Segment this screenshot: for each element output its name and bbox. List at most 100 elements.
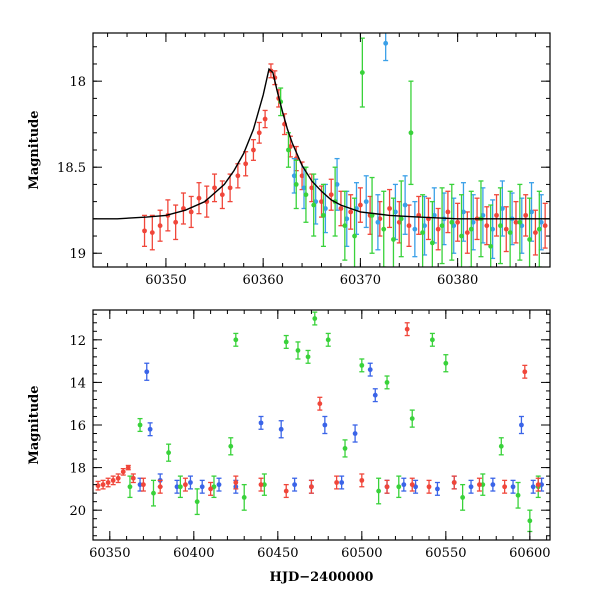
bottom-y-tick-label: 12 (69, 334, 86, 349)
top-data-point (523, 212, 529, 218)
bottom-data-point (312, 316, 318, 321)
top-data-point (196, 195, 202, 201)
bottom-data-point (451, 480, 457, 485)
bottom-data-point (309, 484, 314, 490)
bottom-data-point (515, 492, 521, 498)
top-data-point (212, 185, 217, 191)
bottom-data-point (233, 480, 239, 485)
top-data-point (406, 223, 412, 229)
bottom-data-point (183, 482, 188, 488)
top-data-point (328, 192, 334, 198)
bottom-data-point (401, 482, 407, 488)
bottom-data-point (510, 484, 516, 490)
top-y-tick-label: 19 (69, 247, 86, 262)
top-data-point (256, 130, 262, 136)
bottom-data-point (317, 401, 323, 407)
top-x-tick-label: 60370 (340, 273, 381, 288)
top-data-point (533, 230, 538, 235)
bottom-y-axis-title: Magnitude (27, 385, 42, 464)
top-data-point (286, 147, 291, 153)
top-data-point (431, 212, 437, 218)
top-data-point (484, 223, 490, 229)
bottom-y-tick-label: 14 (69, 376, 86, 391)
bottom-data-point (105, 480, 111, 485)
bottom-data-point (429, 337, 435, 343)
top-data-point (381, 226, 387, 232)
bottom-data-point (283, 488, 289, 494)
bottom-data-point (426, 484, 432, 490)
bottom-data-point (174, 484, 180, 490)
bottom-data-point (527, 518, 533, 524)
bottom-data-point (166, 450, 172, 456)
top-data-point (529, 209, 534, 215)
bottom-data-point (208, 486, 214, 492)
bottom-data-point (151, 490, 156, 496)
bottom-data-point (147, 426, 153, 432)
top-data-point (420, 230, 426, 235)
bottom-data-point (110, 477, 116, 483)
bottom-data-point (283, 339, 289, 345)
bottom-data-point (384, 484, 390, 490)
top-data-point (157, 223, 163, 229)
bottom-data-point (359, 362, 365, 368)
top-data-point (299, 173, 305, 179)
top-data-point (348, 209, 354, 215)
bottom-data-point (480, 482, 486, 488)
top-data-point (227, 185, 233, 191)
top-data-point (357, 202, 363, 208)
bottom-data-point (144, 369, 150, 375)
bottom-x-tick-label: 60550 (425, 546, 466, 561)
bottom-data-point (339, 480, 345, 485)
top-data-point (188, 209, 194, 215)
bottom-data-point (241, 495, 247, 500)
top-data-point (375, 219, 381, 225)
bottom-data-point (278, 426, 284, 432)
bottom-data-point (372, 392, 378, 398)
bottom-x-tick-label: 60500 (341, 546, 382, 561)
top-data-point (517, 219, 523, 225)
bottom-data-point (367, 367, 373, 373)
top-data-point (507, 230, 513, 235)
bottom-data-point (95, 483, 101, 489)
top-data-point (412, 226, 418, 232)
bottom-data-point (130, 475, 136, 481)
bottom-data-point (443, 360, 449, 366)
top-data-point (449, 219, 455, 225)
bottom-data-point (502, 484, 508, 490)
bottom-data-point (292, 482, 298, 488)
top-y-axis-title: Magnitude (27, 110, 42, 189)
bottom-data-point (342, 446, 348, 451)
top-panel: 60350 60360 60370 60380 18 18.5 19 Magnitude (27, 32, 551, 288)
top-data-point (293, 182, 299, 187)
top-data-point (527, 237, 532, 242)
bottom-data-point (519, 422, 524, 428)
top-data-point (490, 226, 496, 232)
bottom-y-tick-label: 20 (69, 504, 86, 519)
bottom-x-tick-label: 60600 (509, 546, 550, 561)
top-data-point (494, 212, 499, 218)
bottom-data-point (141, 482, 146, 488)
top-data-point (369, 212, 375, 218)
bottom-data-point (409, 482, 415, 488)
bottom-data-point (477, 482, 482, 488)
bottom-data-point (305, 354, 311, 360)
top-data-point (219, 192, 225, 198)
bottom-data-point (409, 416, 415, 422)
top-y-tick-label: 18.5 (57, 161, 86, 176)
bottom-data-point (127, 484, 133, 490)
top-data-point (429, 240, 435, 246)
bottom-data-point (233, 337, 239, 343)
top-data-layer (93, 33, 550, 267)
bottom-data-point (216, 482, 222, 488)
top-data-point (445, 209, 451, 215)
top-data-point (536, 226, 542, 232)
bottom-data-point (376, 488, 382, 494)
bottom-data-point (199, 484, 205, 490)
bottom-data-point (322, 422, 328, 428)
top-data-point (408, 130, 414, 136)
bottom-data-point (359, 477, 365, 483)
top-data-point (398, 216, 404, 222)
top-data-point (322, 206, 328, 211)
bottom-x-tick-label: 60350 (89, 546, 130, 561)
